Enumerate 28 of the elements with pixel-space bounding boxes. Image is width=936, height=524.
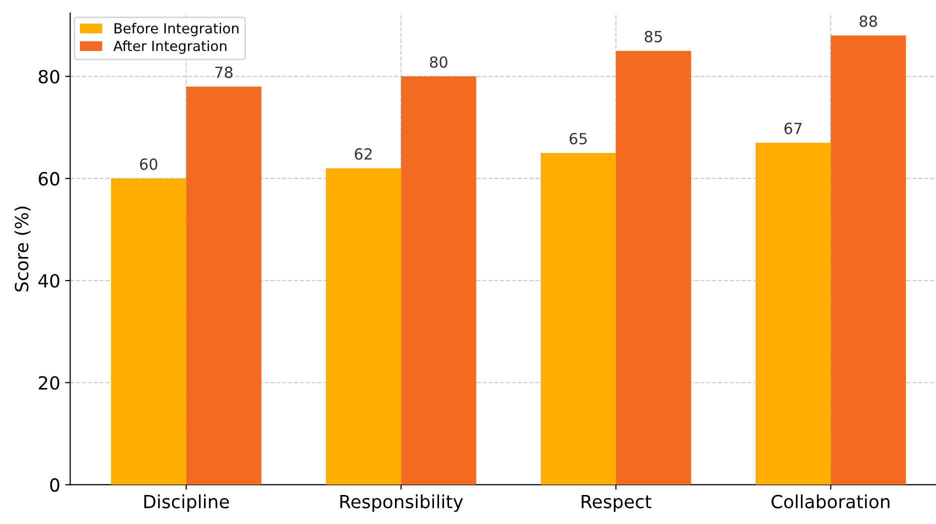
bar xyxy=(830,36,906,485)
y-tick-label: 80 xyxy=(38,70,60,84)
bar xyxy=(326,168,402,485)
x-tick-label: Collaboration xyxy=(772,494,890,508)
y-axis-title: Score (%) xyxy=(14,206,31,292)
data-label: 60 xyxy=(140,158,158,170)
data-label: 62 xyxy=(354,148,372,160)
bar xyxy=(756,142,831,485)
legend-label: After Integration xyxy=(113,40,226,54)
data-label: 88 xyxy=(860,15,877,28)
x-tick-label: Responsibility xyxy=(340,494,463,512)
data-label: 80 xyxy=(430,56,448,68)
y-tick-label: 0 xyxy=(50,478,60,492)
y-tick-label: 60 xyxy=(38,172,60,186)
data-label: 65 xyxy=(570,132,587,144)
bar xyxy=(401,76,476,485)
y-tick-label: 40 xyxy=(38,274,60,288)
bar xyxy=(111,178,186,485)
bar xyxy=(540,152,616,485)
bar xyxy=(186,86,262,485)
data-label: 67 xyxy=(784,122,802,134)
y-tick-label: 20 xyxy=(38,376,60,390)
data-label: 78 xyxy=(215,66,232,78)
bar xyxy=(616,50,692,485)
legend-label: Before Integration xyxy=(114,22,238,36)
x-tick-label: Respect xyxy=(582,494,652,512)
x-tick-label: Discipline xyxy=(144,494,229,512)
data-label: 85 xyxy=(644,30,662,42)
